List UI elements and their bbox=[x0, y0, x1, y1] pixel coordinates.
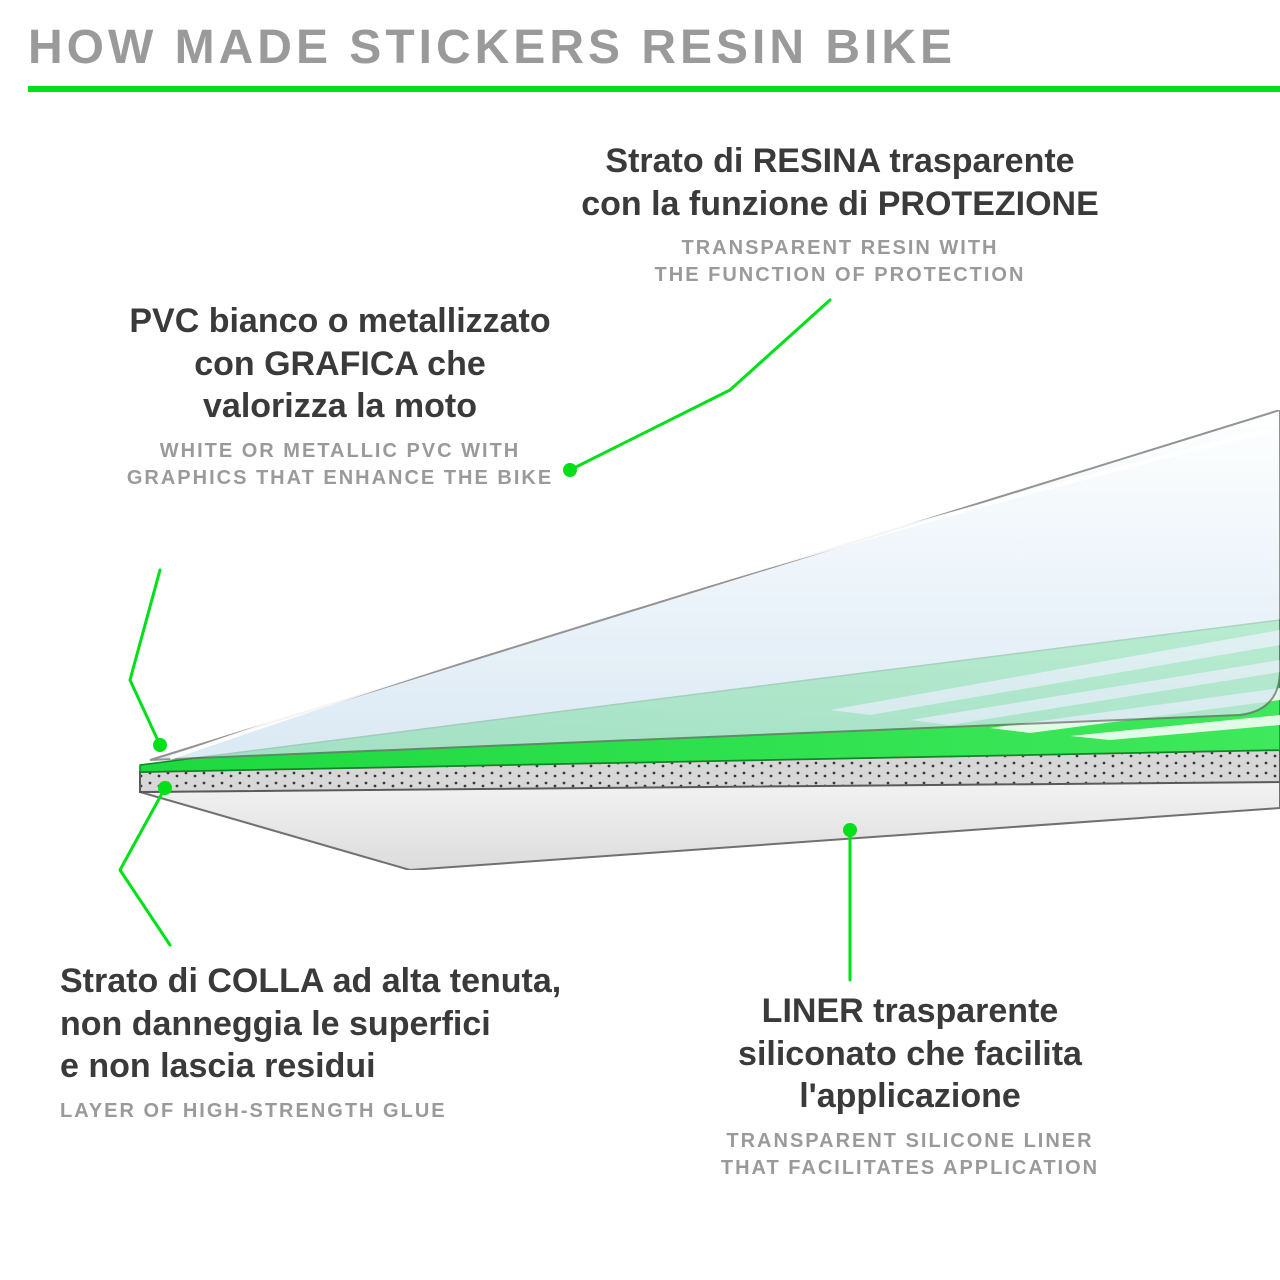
layers-diagram bbox=[110, 410, 1280, 870]
label-resin-en: TRANSPARENT RESIN WITHTHE FUNCTION OF PR… bbox=[500, 235, 1180, 289]
label-resin-it: Strato di RESINA trasparentecon la funzi… bbox=[500, 140, 1180, 225]
label-resin: Strato di RESINA trasparentecon la funzi… bbox=[500, 140, 1180, 289]
label-glue: Strato di COLLA ad alta tenuta,non danne… bbox=[60, 960, 720, 1125]
label-liner-en: TRANSPARENT SILICONE LINERTHAT FACILITAT… bbox=[630, 1128, 1190, 1182]
page-title: HOW MADE STICKERS RESIN BIKE bbox=[28, 20, 1252, 75]
label-liner-it: LINER trasparentesiliconato che facilita… bbox=[630, 990, 1190, 1118]
label-liner: LINER trasparentesiliconato che facilita… bbox=[630, 990, 1190, 1182]
label-pvc-it: PVC bianco o metallizzatocon GRAFICA che… bbox=[60, 300, 620, 428]
title-underline bbox=[28, 86, 1280, 92]
layer-liner bbox=[140, 780, 1280, 870]
label-glue-it: Strato di COLLA ad alta tenuta,non danne… bbox=[60, 960, 720, 1088]
label-glue-en: LAYER OF HIGH-STRENGTH GLUE bbox=[60, 1098, 720, 1125]
